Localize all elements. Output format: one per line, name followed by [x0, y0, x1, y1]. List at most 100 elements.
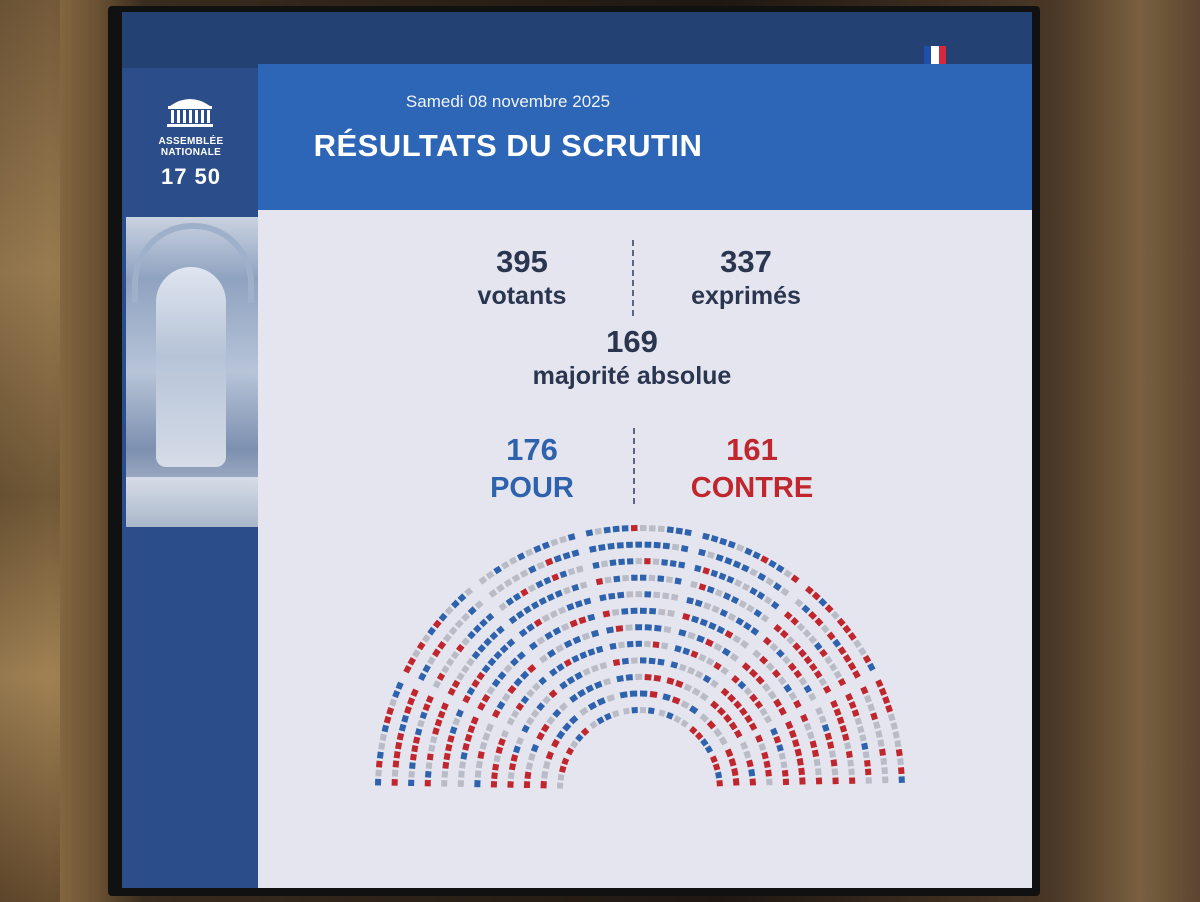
seat-mark: [836, 716, 845, 725]
seat-mark: [474, 770, 482, 778]
seat-mark: [559, 765, 567, 773]
seat-mark: [689, 726, 698, 735]
seat-mark: [553, 554, 562, 563]
seat-mark: [505, 597, 515, 606]
seat-mark: [710, 569, 719, 578]
pour-value: 176: [506, 432, 558, 467]
seat-mark: [765, 662, 775, 672]
seat-mark: [842, 733, 850, 742]
seat-mark: [603, 526, 611, 534]
seat-mark: [744, 714, 753, 724]
seat-mark: [686, 596, 694, 605]
seat-mark: [758, 742, 767, 752]
seat-mark: [506, 638, 516, 648]
seat-mark: [696, 634, 705, 644]
seat-mark: [773, 623, 783, 633]
seat-mark: [566, 602, 575, 611]
seat-mark: [699, 692, 709, 702]
seat-mark: [798, 676, 808, 686]
seat-mark: [425, 770, 432, 778]
seat-mark: [870, 712, 878, 721]
seat-mark: [551, 738, 560, 748]
seat-mark: [458, 770, 465, 778]
seat-mark: [485, 570, 495, 580]
seat-mark: [867, 703, 876, 712]
seat-mark: [813, 670, 823, 679]
seat-mark: [783, 683, 793, 693]
seat-mark: [379, 733, 387, 742]
seat-mark: [732, 778, 740, 786]
seat-mark: [507, 684, 517, 695]
seat-mark: [682, 612, 691, 621]
seat-mark: [743, 687, 753, 696]
seat-mark: [621, 608, 629, 615]
seat-mark: [733, 729, 743, 739]
seat-mark: [487, 657, 497, 667]
seat-mark: [743, 750, 752, 759]
seat-mark: [587, 701, 597, 711]
seat-mark: [516, 552, 526, 561]
seat-mark: [587, 613, 596, 622]
seat-mark: [710, 679, 719, 689]
seat-mark: [877, 739, 885, 747]
seat-mark: [477, 644, 487, 653]
seat-mark: [678, 663, 687, 672]
seat-mark: [521, 724, 530, 734]
seat-mark: [700, 738, 709, 747]
seat-mark: [878, 687, 887, 696]
seat-mark: [512, 592, 522, 602]
seat-mark: [727, 612, 737, 622]
seat-mark: [461, 612, 471, 622]
seat-mark: [501, 692, 511, 702]
seat-mark: [686, 666, 696, 675]
seat-mark: [813, 758, 821, 767]
seat-mark: [577, 688, 586, 698]
seat-mark: [589, 720, 598, 729]
seat-mark: [587, 648, 596, 657]
seat-mark: [546, 593, 555, 602]
seat-mark: [768, 559, 777, 569]
seat-mark: [488, 589, 498, 598]
seat-mark: [716, 706, 726, 716]
seat-mark: [802, 629, 812, 638]
seat-mark: [526, 688, 535, 698]
seat-mark: [759, 707, 768, 717]
seat-mark: [541, 770, 549, 779]
seat-mark: [702, 567, 711, 575]
seat-mark: [461, 637, 471, 646]
seat-mark: [515, 736, 524, 746]
seat-mark: [674, 577, 682, 585]
seat-mark: [831, 768, 839, 776]
seat-mark: [582, 667, 591, 676]
seat-mark: [674, 645, 682, 653]
seat-mark: [719, 537, 728, 546]
seat-mark: [460, 751, 468, 760]
seat-mark: [618, 558, 625, 566]
seat-mark: [737, 680, 747, 690]
top-band: [122, 12, 1032, 68]
seat-mark: [459, 761, 466, 769]
seat-mark: [767, 690, 777, 700]
seat-mark: [493, 754, 501, 763]
seat-mark: [530, 601, 540, 610]
seat-mark: [690, 615, 700, 624]
seat-mark: [848, 701, 857, 709]
seat-mark: [563, 658, 573, 667]
seat-mark: [503, 578, 513, 588]
seat-mark: [530, 709, 540, 719]
seat-mark: [803, 684, 812, 694]
seat-mark: [491, 709, 501, 719]
seat-mark: [515, 702, 525, 711]
seat-mark: [449, 726, 458, 735]
exprimes-label: exprimés: [691, 282, 801, 310]
seat-mark: [538, 676, 547, 686]
seat-mark: [549, 667, 558, 677]
seat-mark: [763, 596, 773, 605]
seat-mark: [389, 698, 397, 707]
seat-mark: [536, 702, 546, 712]
seat-mark: [785, 720, 794, 730]
seat-mark: [826, 741, 835, 749]
seat-mark: [519, 569, 529, 578]
seat-mark: [852, 670, 861, 679]
seat-mark: [821, 723, 830, 732]
